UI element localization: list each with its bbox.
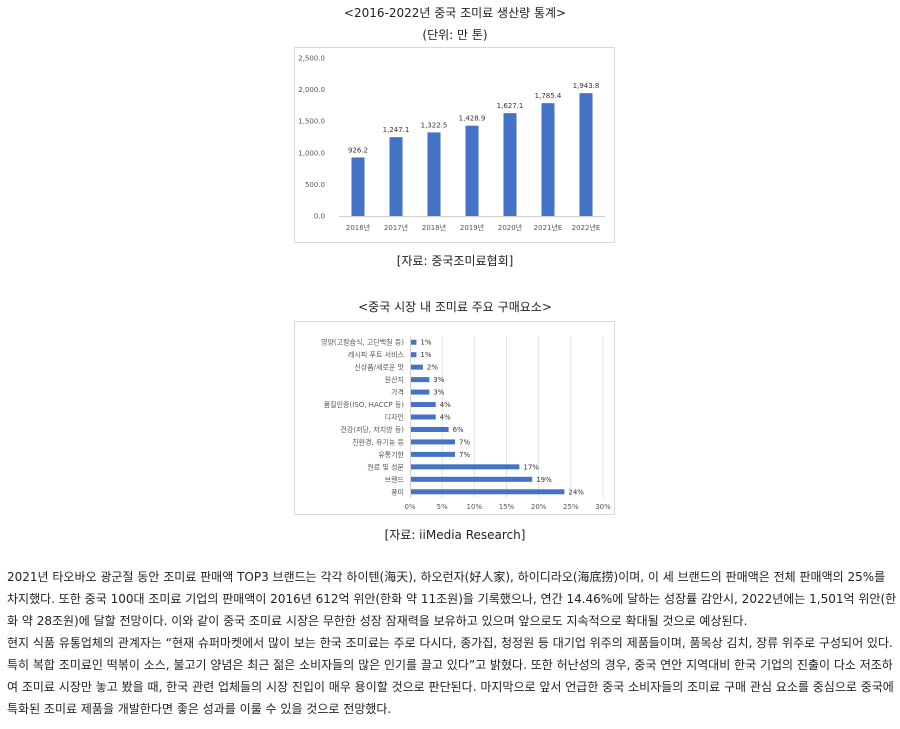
bar	[411, 339, 417, 345]
y-tick-label: 풍미	[391, 487, 404, 496]
x-tick-label: 15%	[499, 503, 515, 511]
bar-value-label: 1,247.1	[383, 126, 410, 134]
y-tick-label: 2,000.0	[298, 86, 325, 94]
y-tick-label: 2,500.0	[298, 55, 325, 63]
x-tick-label: 20%	[531, 503, 547, 511]
x-tick-label: 0%	[404, 503, 415, 511]
y-tick-label: 품질인증(ISO, HACCP 등)	[324, 400, 405, 409]
bar	[427, 132, 441, 216]
y-tick-label: 원료 및 성분	[367, 462, 404, 471]
y-tick-label: 1,000.0	[298, 149, 325, 157]
chart1-frame: 0.0 500.0 1,000.0 1,500.0 2,000.0 2,500.0 926.…	[294, 47, 615, 243]
bar-value-label: 17%	[523, 463, 539, 471]
purchase-factor-bar-chart: 0% 5% 10% 15% 20% 25% 30% 1% 영양(고칼슘식, 고단백질 등) 1% 레…	[321, 336, 611, 511]
bar	[411, 364, 423, 370]
y-tick-label: 신상품/새로운 맛	[354, 363, 404, 372]
bar-value-label: 6%	[453, 426, 464, 434]
bar-value-label: 1,322.5	[421, 121, 448, 129]
article-paragraph-1: 2021년 타오바오 광군절 동안 조미료 판매액 TOP3 브랜드는 각각 하…	[7, 570, 897, 628]
bar	[411, 389, 430, 395]
x-tick-label: 2021년E	[534, 223, 563, 232]
y-tick-label: 1,500.0	[298, 118, 325, 126]
y-tick-label: 친환경, 유기농 등	[352, 437, 404, 446]
x-tick-label: 2016년	[346, 223, 370, 232]
production-bar-chart: 0.0 500.0 1,000.0 1,500.0 2,000.0 2,500.0 926.…	[298, 55, 605, 232]
bar-value-label: 24%	[568, 488, 584, 496]
y-tick-label: 디자인	[385, 413, 404, 422]
x-tick-label: 10%	[467, 503, 483, 511]
bar	[411, 451, 456, 457]
bar	[389, 137, 403, 216]
y-tick-label: 영양(고칼슘식, 고단백질 등)	[321, 338, 404, 347]
bar	[411, 352, 417, 358]
y-tick-label: 레시피 푸트 서비스	[348, 350, 405, 359]
bar	[411, 426, 449, 432]
y-tick-label: 유통기한	[378, 450, 404, 459]
bar	[465, 125, 479, 216]
x-tick-label: 2020년	[498, 223, 522, 232]
bar-value-label: 19%	[536, 476, 552, 484]
x-tick-label: 25%	[563, 503, 579, 511]
chart1-unit: (단위: 만 톤)	[422, 28, 488, 42]
bar-value-label: 7%	[459, 438, 470, 446]
bar	[411, 476, 533, 482]
bar-value-label: 3%	[433, 389, 444, 397]
bar	[411, 464, 520, 470]
bar-value-label: 926.2	[348, 146, 368, 154]
bar	[351, 157, 365, 216]
bar	[579, 93, 593, 216]
bar-value-label: 1,428.9	[459, 115, 486, 123]
bar	[411, 414, 436, 420]
y-tick-label: 500.0	[305, 181, 325, 189]
bar-value-label: 7%	[459, 451, 470, 459]
chart2-frame: 0% 5% 10% 15% 20% 25% 30% 1% 영양(고칼슘식, 고단백질 등) 1% 레…	[294, 321, 615, 515]
bar-value-label: 1,943.8	[573, 82, 600, 90]
chart2-title: <중국 시장 내 조미료 주요 구매요소>	[358, 300, 552, 314]
chart1-title: <2016-2022년 중국 조미료 생산량 통계>	[343, 6, 567, 20]
y-tick-label: 건강(저당, 저지방 등)	[340, 425, 404, 434]
bar	[411, 402, 436, 408]
bar-value-label: 1%	[420, 339, 431, 347]
x-tick-label: 30%	[595, 503, 611, 511]
bar-value-label: 4%	[440, 401, 451, 409]
bar	[411, 439, 456, 445]
y-tick-label: 브랜드	[385, 475, 405, 484]
x-tick-label: 2019년	[460, 223, 484, 232]
bar-value-label: 1,785.4	[535, 92, 562, 100]
bar	[503, 113, 517, 216]
bar-value-label: 4%	[440, 414, 451, 422]
x-tick-label: 2022년E	[572, 223, 601, 232]
x-tick-label: 2018년	[422, 223, 446, 232]
y-tick-label: 0.0	[314, 213, 325, 221]
bar-value-label: 1%	[420, 351, 431, 359]
article-paragraph-2: 현지 식품 유통업체의 관계자는 “현재 슈퍼마켓에서 많이 보는 한국 조미료…	[7, 636, 894, 716]
chart1-source: [자료: 중국조미료협회]	[396, 254, 514, 268]
chart2-source: [자료: iiMedia Research]	[384, 528, 526, 542]
bar	[411, 489, 565, 495]
bar	[541, 103, 555, 216]
bar-value-label: 2%	[427, 364, 438, 372]
x-tick-label: 5%	[437, 503, 448, 511]
bar-value-label: 3%	[433, 376, 444, 384]
bar-value-label: 1,627.1	[497, 102, 524, 110]
y-tick-label: 원산지	[385, 375, 404, 384]
article-body: 2021년 타오바오 광군절 동안 조미료 판매액 TOP3 브랜드는 각각 하…	[7, 566, 897, 720]
y-tick-label: 가격	[391, 388, 404, 397]
bar	[411, 377, 430, 383]
x-tick-label: 2017년	[384, 223, 408, 232]
